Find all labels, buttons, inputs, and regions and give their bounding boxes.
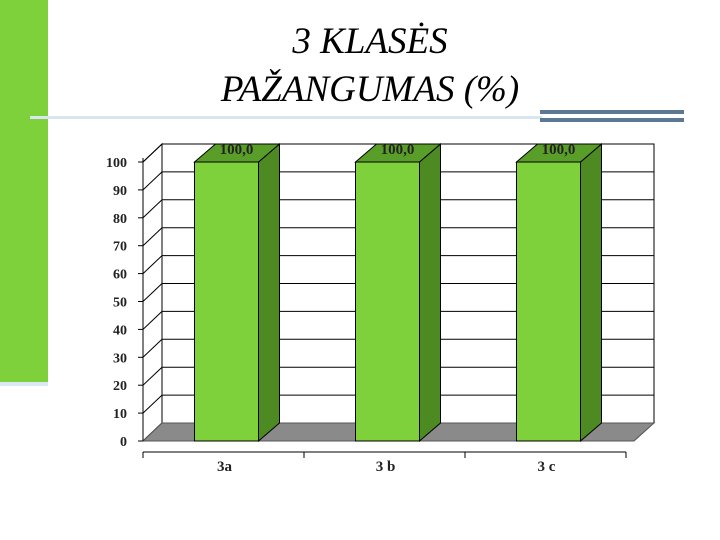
y-tick-label: 50 (113, 296, 127, 311)
slide-title-line-2: PAŽANGUMAS (%) (220, 69, 520, 110)
y-tick-label: 0 (120, 435, 127, 450)
data-label: 100,0 (542, 142, 576, 158)
bar-front (355, 161, 420, 442)
bar-front (194, 161, 259, 442)
gridline-side (142, 255, 163, 274)
gridline-side (142, 143, 163, 163)
gridline-side (142, 199, 163, 219)
y-tick-label: 20 (113, 379, 127, 394)
gridline-side (142, 227, 163, 247)
gridline-side (142, 338, 163, 358)
y-tick-label: 30 (113, 351, 127, 366)
side-accent-bar (0, 0, 48, 382)
y-tick-label: 100 (106, 156, 127, 171)
y-tick-label: 40 (113, 323, 127, 338)
gridline-side (142, 311, 163, 330)
title-accent-lines (540, 110, 684, 126)
y-tick-label: 10 (113, 407, 127, 422)
bar-top (515, 143, 603, 163)
bar-side (580, 142, 602, 443)
x-category-label: 3 c (538, 459, 556, 475)
bar-front (516, 161, 581, 442)
data-label: 100,0 (220, 142, 254, 158)
bar-top (354, 143, 442, 163)
gridline-side (142, 171, 163, 191)
side-bar-shadow (0, 382, 48, 386)
bar-top (193, 143, 281, 163)
bar-side (419, 142, 441, 443)
gridline-side (142, 366, 163, 386)
y-tick-label: 90 (113, 184, 127, 199)
x-category-label: 3 b (376, 459, 396, 475)
slide-title-line-1: 3 KLASĖS (292, 21, 448, 62)
title-underline (30, 116, 542, 119)
x-category-label: 3a (217, 459, 233, 475)
y-tick-label: 60 (113, 268, 127, 283)
slide-title: 3 KLASĖS PAŽANGUMAS (%) (150, 18, 590, 114)
y-tick-label: 80 (113, 212, 127, 227)
gridline-side (142, 283, 163, 302)
gridline-side (142, 394, 163, 414)
data-label: 100,0 (381, 142, 415, 158)
bar-side (258, 142, 280, 443)
y-tick-label: 70 (113, 240, 127, 255)
